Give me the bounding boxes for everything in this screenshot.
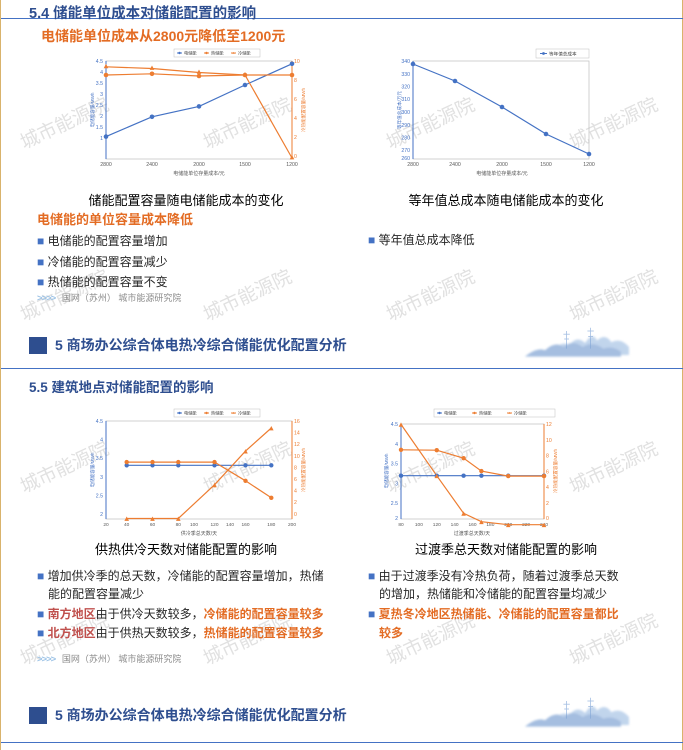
svg-text:供冷季总天数/天: 供冷季总天数/天 [181, 530, 217, 537]
svg-text:120: 120 [433, 522, 441, 528]
svg-text:14: 14 [294, 431, 300, 437]
svg-text:电储能: 电储能 [184, 50, 197, 57]
svg-text:1200: 1200 [583, 162, 595, 168]
svg-text:2: 2 [100, 512, 103, 518]
svg-text:2.5: 2.5 [96, 103, 103, 109]
svg-text:6: 6 [294, 97, 297, 103]
svg-text:80: 80 [398, 522, 404, 528]
svg-text:0: 0 [546, 516, 549, 522]
svg-text:电储能单位存量成本/元: 电储能单位存量成本/元 [476, 170, 527, 177]
svg-text:12: 12 [546, 422, 552, 428]
svg-text:电储能容量/MWh: 电储能容量/MWh [383, 453, 390, 488]
svg-text:冷储能: 冷储能 [238, 50, 251, 57]
svg-text:100: 100 [190, 522, 198, 528]
svg-text:140: 140 [226, 522, 234, 528]
svg-text:2: 2 [395, 516, 398, 522]
svg-text:160: 160 [241, 522, 249, 528]
svg-text:3: 3 [395, 481, 398, 487]
svg-text:4.5: 4.5 [96, 419, 103, 425]
svg-text:4: 4 [294, 116, 297, 122]
svg-text:2.5: 2.5 [391, 501, 398, 507]
svg-text:过渡季总天数/天: 过渡季总天数/天 [454, 530, 490, 537]
svg-text:2800: 2800 [100, 162, 112, 168]
svg-text:3.5: 3.5 [96, 456, 103, 462]
svg-text:4: 4 [100, 70, 103, 76]
svg-text:12: 12 [294, 442, 300, 448]
svg-text:280: 280 [401, 136, 410, 142]
svg-text:1500: 1500 [239, 162, 251, 168]
svg-text:2.5: 2.5 [96, 493, 103, 499]
svg-text:2400: 2400 [146, 162, 158, 168]
svg-text:3.5: 3.5 [391, 462, 398, 468]
svg-text:330: 330 [401, 72, 410, 78]
svg-text:电储能容量/MWh: 电储能容量/MWh [89, 92, 96, 127]
svg-text:160: 160 [468, 522, 476, 528]
svg-text:2: 2 [546, 501, 549, 507]
svg-text:10: 10 [294, 59, 300, 65]
svg-text:4.5: 4.5 [96, 59, 103, 65]
svg-text:热储能: 热储能 [479, 410, 492, 417]
svg-text:1: 1 [100, 136, 103, 142]
svg-text:2: 2 [100, 114, 103, 120]
svg-text:8: 8 [294, 78, 297, 84]
svg-text:冷储能: 冷储能 [514, 410, 527, 417]
svg-text:40: 40 [124, 522, 130, 528]
svg-text:电储能容量/MWh: 电储能容量/MWh [89, 452, 96, 487]
svg-text:4: 4 [100, 438, 103, 444]
svg-text:1500: 1500 [540, 162, 552, 168]
svg-text:2800: 2800 [407, 162, 419, 168]
svg-text:120: 120 [210, 522, 218, 528]
svg-text:热储能: 热储能 [211, 410, 224, 417]
svg-text:8: 8 [546, 454, 549, 460]
svg-text:4.5: 4.5 [391, 422, 398, 428]
svg-text:1200: 1200 [286, 162, 298, 168]
svg-text:6: 6 [294, 477, 297, 483]
svg-text:冷热能配置容量/MWh: 冷热能配置容量/MWh [300, 447, 307, 492]
svg-text:2000: 2000 [193, 162, 205, 168]
svg-text:4: 4 [395, 442, 398, 448]
svg-text:电储能: 电储能 [184, 410, 197, 417]
svg-text:80: 80 [176, 522, 182, 528]
svg-text:8: 8 [294, 465, 297, 471]
svg-text:4: 4 [294, 489, 297, 495]
svg-text:等年值总成本: 等年值总成本 [549, 50, 577, 57]
svg-text:冷热能配置容量/MWh: 冷热能配置容量/MWh [552, 448, 559, 493]
svg-text:60: 60 [150, 522, 156, 528]
svg-text:冷热能配置容量/MWh: 冷热能配置容量/MWh [300, 87, 307, 132]
svg-text:10: 10 [546, 438, 552, 444]
svg-text:10: 10 [294, 454, 300, 460]
svg-text:310: 310 [401, 97, 410, 103]
svg-text:180: 180 [267, 522, 275, 528]
svg-text:320: 320 [401, 85, 410, 91]
svg-text:0: 0 [294, 512, 297, 518]
svg-text:等年值总成本/万元: 等年值总成本/万元 [396, 91, 403, 129]
svg-text:4: 4 [546, 485, 549, 491]
svg-text:热储能: 热储能 [211, 50, 224, 57]
svg-text:270: 270 [401, 148, 410, 154]
svg-text:300: 300 [401, 110, 410, 116]
svg-text:6: 6 [546, 469, 549, 475]
svg-text:140: 140 [451, 522, 459, 528]
svg-text:20: 20 [103, 522, 109, 528]
svg-text:2000: 2000 [496, 162, 508, 168]
svg-text:电储能单位存量成本/元: 电储能单位存量成本/元 [173, 170, 224, 177]
svg-text:0: 0 [294, 154, 297, 160]
svg-text:3: 3 [100, 92, 103, 98]
svg-text:2: 2 [294, 500, 297, 506]
svg-text:340: 340 [401, 59, 410, 65]
svg-text:290: 290 [401, 123, 410, 129]
svg-text:1.5: 1.5 [96, 125, 103, 131]
svg-text:电储能: 电储能 [444, 410, 457, 417]
svg-text:3: 3 [100, 475, 103, 481]
svg-text:16: 16 [294, 419, 300, 425]
svg-text:200: 200 [288, 522, 296, 528]
svg-text:冷储能: 冷储能 [238, 410, 251, 417]
svg-text:3.5: 3.5 [96, 81, 103, 87]
svg-text:2: 2 [294, 135, 297, 141]
svg-text:100: 100 [415, 522, 423, 528]
svg-text:2400: 2400 [449, 162, 461, 168]
